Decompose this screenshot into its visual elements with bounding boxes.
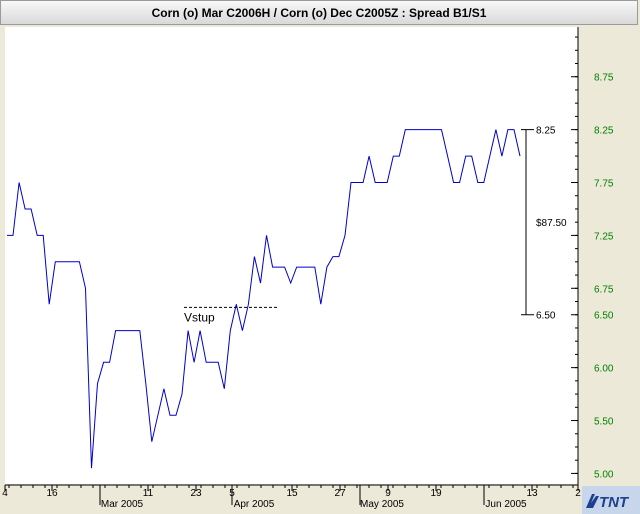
x-tick-label: 19 (430, 488, 442, 499)
x-tick-label: 16 (46, 488, 58, 499)
x-tick-label: 9 (385, 488, 391, 499)
x-month-label: Mar 2005 (101, 499, 144, 510)
spread-series-line (7, 129, 521, 469)
x-month-label: Jun 2005 (485, 499, 527, 510)
tnt-logo: TNT (582, 486, 640, 514)
x-tick-label: 15 (286, 488, 298, 499)
x-tick-label: 23 (190, 488, 202, 499)
y-tick-label: 8.25 (594, 126, 614, 137)
range-low-label: 6.50 (536, 311, 556, 322)
y-tick-label: 6.50 (594, 311, 614, 322)
range-amount-label: $87.50 (536, 218, 567, 229)
chart-area[interactable]: 5.00 5.50 6.00 6.50 6.75 7.25 7.75 8.25 8.75 4 16… (0, 25, 640, 514)
x-tick-label: 2 (575, 488, 581, 499)
y-axis-ticks: 5.00 5.50 6.00 6.50 6.75 7.25 7.75 8.25 8.75 (571, 73, 614, 480)
range-high-label: 8.25 (536, 126, 556, 137)
x-tick-label: 13 (526, 488, 538, 499)
x-tick-label: 11 (143, 488, 154, 499)
x-axis-month-labels: Mar 2005 Apr 2005 May 2005 Jun 2005 (99, 485, 527, 510)
x-month-label: Apr 2005 (234, 499, 275, 510)
y-tick-label: 7.25 (594, 231, 614, 242)
chart-title: Corn (o) Mar C2006H / Corn (o) Dec C2005… (0, 0, 638, 25)
y-tick-label: 8.75 (594, 73, 614, 84)
logo-text: TNT (599, 494, 630, 511)
x-tick-label: 4 (2, 488, 8, 499)
y-tick-label: 7.75 (594, 179, 614, 190)
y-tick-label: 5.00 (594, 469, 614, 480)
x-tick-label: 27 (334, 488, 346, 499)
y-tick-label: 6.75 (594, 284, 614, 295)
y-tick-label: 6.00 (594, 364, 614, 375)
x-month-label: May 2005 (360, 499, 404, 510)
plot-area (5, 27, 578, 484)
y-tick-label: 5.50 (594, 417, 614, 428)
logo-swoosh-icon (586, 494, 599, 508)
vstup-label: Vstup (184, 310, 215, 324)
